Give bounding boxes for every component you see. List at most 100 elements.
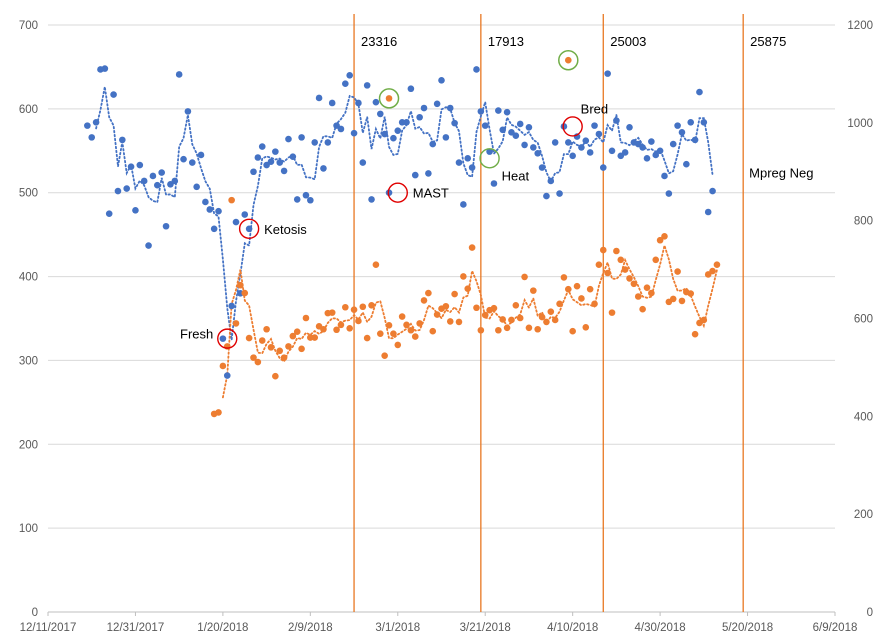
highlight-circle bbox=[558, 49, 579, 71]
x-tick-label: 1/20/2018 bbox=[197, 622, 248, 634]
data-point bbox=[560, 123, 568, 130]
data-point bbox=[547, 177, 555, 185]
data-point bbox=[350, 129, 358, 137]
data-point bbox=[499, 126, 507, 134]
x-tick-label: 12/31/2017 bbox=[107, 622, 165, 634]
data-point bbox=[302, 191, 310, 199]
y-left-tick-label: 0 bbox=[32, 607, 38, 619]
data-point bbox=[495, 326, 502, 334]
data-point bbox=[376, 330, 384, 337]
data-point bbox=[416, 320, 423, 327]
data-point bbox=[709, 267, 716, 275]
data-point bbox=[180, 155, 187, 163]
y-left-tick-label: 100 bbox=[19, 523, 38, 535]
data-point bbox=[355, 99, 362, 107]
data-point bbox=[556, 300, 563, 308]
data-point bbox=[105, 210, 113, 217]
data-point bbox=[110, 91, 117, 98]
data-point bbox=[481, 122, 489, 129]
data-point bbox=[162, 222, 170, 230]
data-point bbox=[381, 130, 388, 138]
data-point bbox=[171, 177, 179, 185]
data-point bbox=[621, 266, 629, 273]
data-point bbox=[648, 138, 655, 145]
data-point bbox=[613, 117, 620, 124]
data-point bbox=[446, 104, 454, 112]
data-point bbox=[202, 198, 209, 206]
data-point bbox=[241, 211, 249, 218]
data-point bbox=[350, 306, 358, 313]
data-point bbox=[442, 134, 450, 141]
highlight-circle bbox=[217, 328, 238, 349]
y-right-tick-label: 1000 bbox=[847, 118, 873, 130]
event-line-label: 25003 bbox=[610, 34, 646, 49]
data-point bbox=[425, 170, 432, 177]
data-point bbox=[219, 335, 227, 342]
y-right-tick-label: 600 bbox=[854, 314, 873, 326]
data-point bbox=[416, 113, 423, 121]
data-point bbox=[390, 330, 397, 337]
data-point bbox=[477, 326, 485, 334]
data-point bbox=[328, 309, 336, 316]
data-point bbox=[678, 297, 686, 305]
data-point bbox=[250, 168, 257, 176]
data-point bbox=[433, 311, 441, 318]
data-point bbox=[119, 136, 126, 144]
data-point bbox=[359, 159, 367, 166]
data-point bbox=[376, 110, 384, 118]
data-point bbox=[525, 124, 533, 131]
data-point bbox=[674, 122, 681, 129]
data-point bbox=[333, 326, 340, 334]
data-point bbox=[228, 196, 235, 204]
data-point bbox=[512, 132, 520, 139]
data-point bbox=[687, 118, 695, 126]
y-left-tick-label: 500 bbox=[19, 188, 38, 200]
data-point bbox=[188, 159, 196, 166]
data-point bbox=[477, 108, 485, 115]
data-point bbox=[573, 282, 581, 290]
x-tick-labels: 12/11/2017 12/31/2017 1/20/2018 2/9/2018 3/1… bbox=[20, 612, 857, 634]
data-point bbox=[280, 354, 288, 361]
data-point bbox=[551, 316, 559, 324]
data-point bbox=[302, 314, 310, 322]
data-point bbox=[639, 144, 646, 151]
data-point bbox=[455, 318, 463, 326]
gridlines bbox=[48, 24, 835, 613]
data-point bbox=[320, 165, 327, 172]
data-point bbox=[258, 143, 266, 150]
data-point bbox=[700, 118, 708, 126]
data-point bbox=[403, 321, 410, 329]
data-point bbox=[661, 172, 668, 180]
y-right-tick-label: 200 bbox=[854, 509, 873, 521]
data-point bbox=[363, 334, 371, 342]
data-point bbox=[490, 180, 498, 187]
data-point bbox=[499, 316, 507, 323]
data-point bbox=[700, 316, 708, 324]
highlight-circle bbox=[562, 116, 583, 137]
data-point bbox=[385, 189, 393, 197]
data-point bbox=[411, 171, 419, 179]
data-point bbox=[626, 124, 633, 131]
data-point bbox=[438, 77, 445, 84]
data-point bbox=[241, 289, 249, 297]
data-point bbox=[516, 314, 524, 322]
y-right-tick-labels: 0 200 400 600 800 1000 1200 bbox=[847, 20, 873, 619]
data-point bbox=[272, 148, 279, 155]
data-point bbox=[595, 130, 603, 138]
data-point bbox=[608, 309, 616, 316]
event-line-label: 17913 bbox=[488, 34, 524, 49]
data-point bbox=[582, 324, 590, 331]
data-point bbox=[481, 311, 489, 319]
data-point bbox=[538, 313, 546, 321]
data-point bbox=[473, 304, 480, 312]
data-point bbox=[215, 409, 222, 416]
event-line-label: 25875 bbox=[750, 34, 786, 49]
data-point bbox=[210, 225, 218, 233]
data-point bbox=[346, 72, 353, 79]
data-point bbox=[503, 324, 511, 332]
data-point bbox=[669, 140, 677, 148]
data-point bbox=[263, 325, 270, 333]
data-point bbox=[390, 134, 397, 142]
highlight-circle bbox=[387, 182, 408, 203]
data-point bbox=[512, 301, 520, 309]
